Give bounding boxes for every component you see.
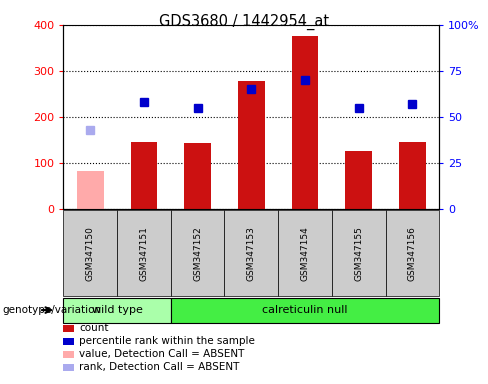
Text: GDS3680 / 1442954_at: GDS3680 / 1442954_at (159, 13, 329, 30)
Text: GSM347153: GSM347153 (247, 226, 256, 281)
Text: GSM347152: GSM347152 (193, 226, 202, 281)
Text: GSM347151: GSM347151 (140, 226, 148, 281)
Bar (399, 142, 426, 209)
Text: wild type: wild type (92, 305, 142, 315)
Text: GSM347155: GSM347155 (354, 226, 363, 281)
Text: GSM347154: GSM347154 (301, 226, 309, 281)
Text: value, Detection Call = ABSENT: value, Detection Call = ABSENT (79, 349, 244, 359)
Text: calreticulin null: calreticulin null (262, 305, 348, 315)
Text: rank, Detection Call = ABSENT: rank, Detection Call = ABSENT (79, 362, 240, 372)
Bar (292, 36, 318, 209)
Text: count: count (79, 323, 108, 333)
Text: GSM347150: GSM347150 (86, 226, 95, 281)
Bar (238, 81, 264, 209)
Bar (346, 151, 372, 209)
Text: GSM347156: GSM347156 (408, 226, 417, 281)
Text: percentile rank within the sample: percentile rank within the sample (79, 336, 255, 346)
Bar (131, 142, 157, 209)
Text: genotype/variation: genotype/variation (2, 305, 102, 315)
Bar (77, 172, 103, 209)
Bar (184, 143, 211, 209)
